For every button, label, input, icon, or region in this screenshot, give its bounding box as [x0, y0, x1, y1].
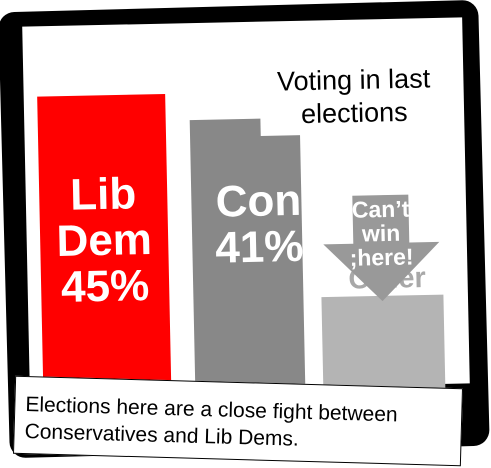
label-con: Con41% — [214, 176, 304, 273]
annotation-text: Can’twin;here! — [348, 195, 413, 270]
bar-con — [189, 117, 306, 394]
caption-box: Elections here are a close fight between… — [12, 375, 464, 467]
bar-lib-dem — [37, 93, 172, 397]
label-lib-dem: LibDem45% — [55, 169, 153, 312]
caption-text: Elections here are a close fight between… — [24, 393, 398, 451]
chart-title: Voting in last elections — [276, 63, 431, 130]
bar-other — [321, 294, 446, 391]
chart-title-box: Voting in last elections — [259, 62, 449, 136]
down-arrow-icon — [323, 194, 440, 302]
